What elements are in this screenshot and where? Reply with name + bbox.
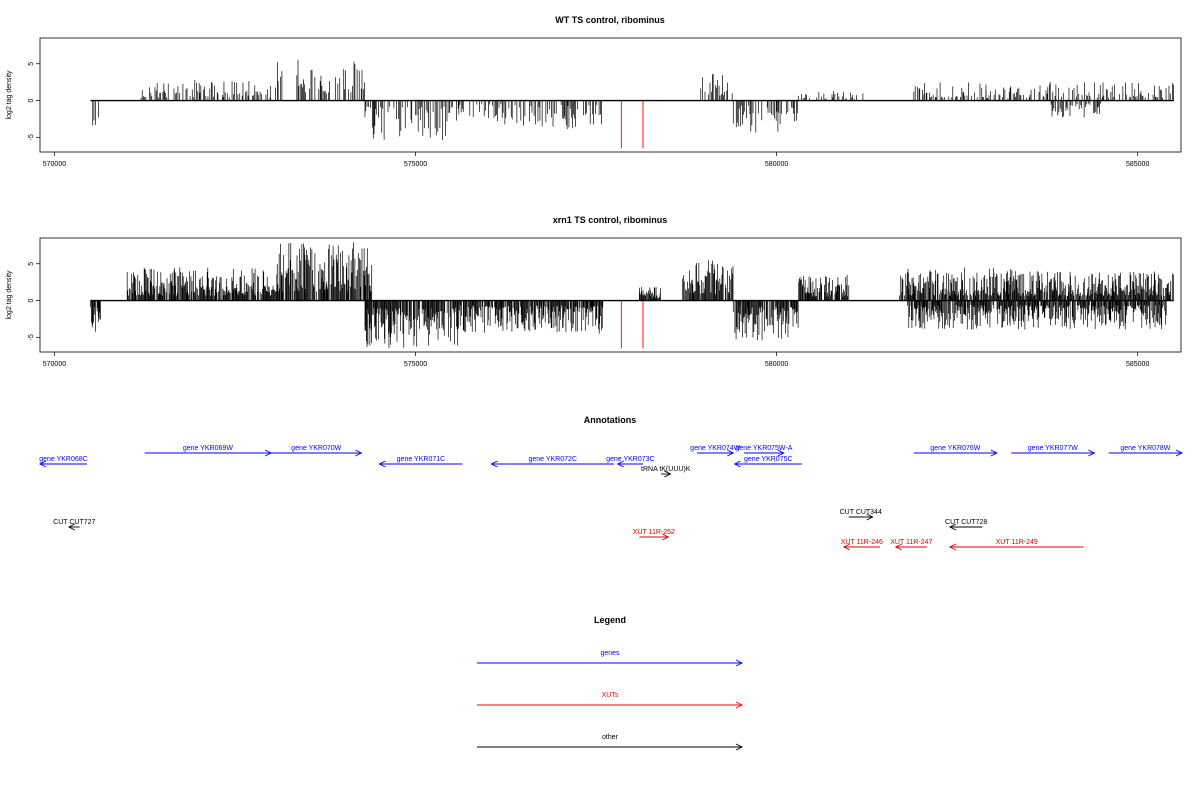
annotation-arrowhead xyxy=(894,543,902,551)
annotation-label: XUT 11R-247 xyxy=(890,539,932,546)
annotation-arrowhead xyxy=(1175,449,1184,457)
annotation-xut-11r-247: XUT 11R-247 xyxy=(890,539,932,551)
legend-title: Legend xyxy=(594,615,626,625)
xrn1-y-tick-label: -5 xyxy=(28,334,35,340)
wt-y-tick-label: 5 xyxy=(28,62,35,66)
annotation-label: XUT 11R-246 xyxy=(841,539,883,546)
xrn1-y-tick-label: 0 xyxy=(28,298,35,302)
annotation-gene-ykr076w: gene YKR076W xyxy=(913,445,998,457)
xrn1-axes: 570000 575000 580000 585000 -5 0 5 xyxy=(28,262,1149,368)
annotation-label: gene YKR075C xyxy=(744,456,793,463)
annotation-gene-ykr070w: gene YKR070W xyxy=(271,445,363,457)
annotation-label: gene YKR073C xyxy=(606,456,655,463)
annotation-gene-ykr078w: gene YKR078W xyxy=(1108,445,1184,457)
annotation-gene-ykr071c: gene YKR071C xyxy=(378,456,463,468)
annotation-arrowhead xyxy=(733,460,741,468)
wt-x-tick-label: 585000 xyxy=(1126,161,1149,168)
annotation-arrowhead xyxy=(727,449,735,457)
annotation-gene-ykr069w: gene YKR069W xyxy=(144,445,273,457)
wt-axes: 570000 575000 580000 585000 -5 0 5 xyxy=(28,62,1149,168)
annotation-cut-cut727: CUT CUT727 xyxy=(53,519,96,531)
annotation-arrowhead xyxy=(67,523,76,531)
wt-panel: WT TS control, ribominus log2 tag densit… xyxy=(6,15,1182,168)
annotation-arrowhead xyxy=(378,460,386,468)
annotation-gene-ykr077w: gene YKR077W xyxy=(1011,445,1096,457)
annotation-label: CUT CUT344 xyxy=(840,509,882,516)
annotation-arrowhead xyxy=(1088,449,1096,457)
xrn1-x-tick-label: 575000 xyxy=(404,361,427,368)
wt-y-tick-label: -5 xyxy=(28,134,35,140)
annotation-xut-11r-246: XUT 11R-246 xyxy=(841,539,883,551)
legend-label: XUTs xyxy=(602,692,619,699)
wt-panel-title: WT TS control, ribominus xyxy=(555,15,665,25)
wt-plot-frame xyxy=(39,37,1182,153)
annotation-label: gene YKR077W xyxy=(1028,445,1078,452)
wt-x-tick-label: 570000 xyxy=(43,161,66,168)
wt-bars xyxy=(90,59,1174,149)
annotation-arrowhead xyxy=(662,533,670,541)
annotation-label: CUT CUT728 xyxy=(945,519,987,526)
annotation-gene-ykr068c: gene YKR068C xyxy=(38,456,88,468)
legend-entry-other: other xyxy=(477,734,744,751)
xrn1-x-tick-label: 570000 xyxy=(43,361,66,368)
annotation-label: CUT CUT727 xyxy=(53,519,95,526)
annotation-arrowhead xyxy=(616,460,624,468)
wt-x-tick-label: 575000 xyxy=(404,161,427,168)
xrn1-y-tick-label: 5 xyxy=(28,262,35,266)
annotations-track: Annotations gene YKR068C gene YKR069W gene… xyxy=(38,415,1184,551)
annotation-gene-ykr072c: gene YKR072C xyxy=(490,456,615,468)
annotation-label: gene YKR072C xyxy=(528,456,577,463)
annotation-xut-11r-249: XUT 11R-249 xyxy=(948,539,1084,551)
legend-entry-xuts: XUTs xyxy=(477,692,744,709)
annotation-label: XUT 11R-249 xyxy=(996,539,1038,546)
annotation-cut-cut728: CUT CUT728 xyxy=(945,519,987,531)
annotation-label: XUT 11R-252 xyxy=(633,529,675,536)
annotation-arrowhead xyxy=(990,449,998,457)
wt-x-tick-label: 580000 xyxy=(765,161,788,168)
annotation-gene-ykr074w: gene YKR074W xyxy=(690,445,741,457)
annotation-arrowhead xyxy=(777,449,785,457)
xrn1-bars xyxy=(90,242,1174,349)
wt-ylabel: log2 tag density xyxy=(6,70,13,120)
legend: Legend genes XUTs other xyxy=(477,615,744,751)
annotation-arrowhead xyxy=(490,460,498,468)
annotation-label: gene YKR068C xyxy=(39,456,88,463)
annotation-gene-ykr073c: gene YKR073C xyxy=(606,456,655,468)
annotation-arrowhead xyxy=(866,513,874,521)
legend-arrowhead xyxy=(735,701,744,709)
annotation-gene-ykr075c: gene YKR075C xyxy=(733,456,802,468)
annotation-gene-ykr075w-a: gene YKR075W-A xyxy=(735,445,793,457)
legend-arrowhead xyxy=(735,659,744,667)
annotation-label: tRNA tK(UUU)K xyxy=(641,466,691,473)
annotation-label: gene YKR074W xyxy=(690,445,740,452)
annotation-arrowhead xyxy=(38,460,47,468)
annotation-arrowhead xyxy=(948,523,957,531)
xrn1-panel: xrn1 TS control, ribominus log2 tag dens… xyxy=(6,215,1182,368)
xrn1-x-tick-label: 585000 xyxy=(1126,361,1149,368)
annotation-arrowhead xyxy=(948,543,957,551)
annotation-arrowhead xyxy=(842,543,850,551)
annotation-label: gene YKR075W-A xyxy=(735,445,792,452)
legend-arrowhead xyxy=(735,743,744,751)
annotations-title: Annotations xyxy=(584,415,637,425)
annotation-arrowhead xyxy=(355,449,363,457)
legend-label: genes xyxy=(600,650,620,657)
xrn1-panel-title: xrn1 TS control, ribominus xyxy=(553,215,668,225)
annotation-cut-cut344: CUT CUT344 xyxy=(840,509,882,521)
legend-entry-genes: genes xyxy=(477,650,744,667)
annotation-label: gene YKR070W xyxy=(291,445,341,452)
annotation-label: gene YKR078W xyxy=(1120,445,1170,452)
legend-label: other xyxy=(602,734,619,741)
xrn1-x-tick-label: 580000 xyxy=(765,361,788,368)
annotation-trna-tk-uuu-k: tRNA tK(UUU)K xyxy=(641,466,691,478)
annotation-xut-11r-252: XUT 11R-252 xyxy=(633,529,675,541)
xrn1-plot-frame xyxy=(39,237,1182,353)
wt-y-tick-label: 0 xyxy=(28,98,35,102)
annotation-label: gene YKR071C xyxy=(397,456,446,463)
xrn1-ylabel: log2 tag density xyxy=(6,270,13,320)
annotation-arrowhead xyxy=(664,470,672,478)
annotation-label: gene YKR076W xyxy=(930,445,980,452)
annotation-label: gene YKR069W xyxy=(183,445,233,452)
